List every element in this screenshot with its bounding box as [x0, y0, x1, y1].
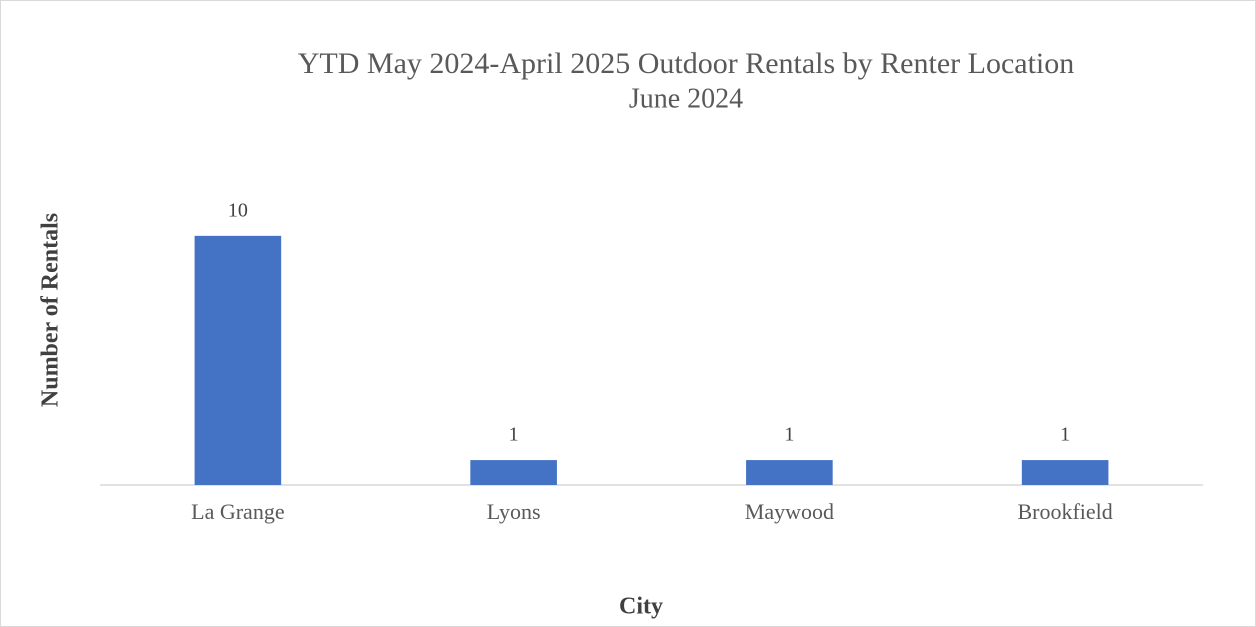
x-tick-label: Lyons	[487, 499, 541, 524]
data-label: 1	[1060, 424, 1070, 446]
chart-subtitle: June 2024	[629, 83, 743, 114]
x-tick-label: Maywood	[745, 499, 834, 524]
bar	[194, 235, 282, 485]
bar	[746, 460, 833, 485]
x-tick-label: Brookfield	[1017, 499, 1112, 524]
x-axis-title: City	[619, 594, 663, 620]
x-tick-label: La Grange	[191, 499, 284, 524]
bar	[470, 460, 557, 485]
data-label: 10	[228, 199, 248, 221]
data-label: 1	[509, 424, 519, 446]
bar	[1021, 460, 1109, 485]
data-label: 1	[784, 424, 794, 446]
chart-title: YTD May 2024-April 2025 Outdoor Rentals …	[298, 47, 1075, 80]
y-axis-title: Number of Rentals	[38, 213, 64, 407]
